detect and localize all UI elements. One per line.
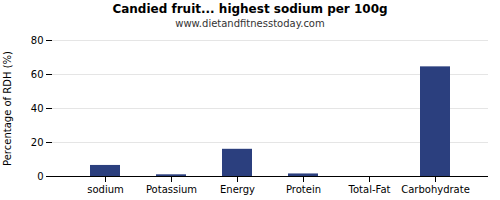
html-text:Candied fruit... highest sodiu: Candied fruit... highest sodium per 100g xyxy=(112,2,388,16)
svg-text:Energy: Energy xyxy=(220,184,255,195)
svg-text:60: 60 xyxy=(31,69,44,80)
svg-text:Percentage of RDH (%): Percentage of RDH (%) xyxy=(2,51,13,166)
svg-text:20: 20 xyxy=(31,137,44,148)
svg-text:Potassium: Potassium xyxy=(146,184,197,195)
svg-text:80: 80 xyxy=(31,35,44,46)
svg-text:sodium: sodium xyxy=(87,184,124,195)
svg-text:Protein: Protein xyxy=(286,184,321,195)
svg-text:0: 0 xyxy=(37,171,43,182)
svg-text:Total-Fat: Total-Fat xyxy=(348,184,391,195)
svg-text:40: 40 xyxy=(31,103,44,114)
svg-text:Carbohydrate: Carbohydrate xyxy=(401,184,470,195)
html-text:www.dietandfitnesstoday.com: www.dietandfitnesstoday.com xyxy=(175,18,325,29)
